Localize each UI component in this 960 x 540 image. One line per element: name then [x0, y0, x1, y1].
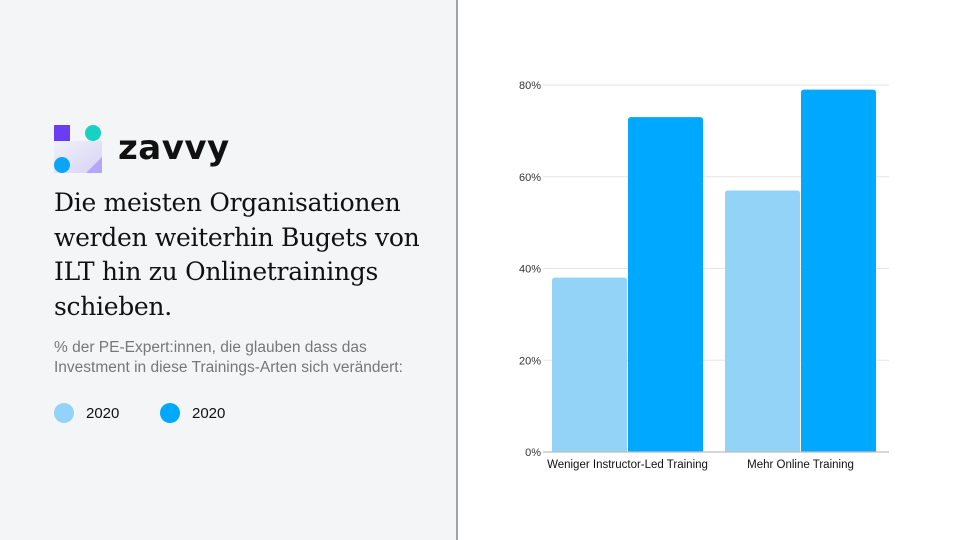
y-tick-label: 0%	[525, 447, 541, 459]
y-tick-label: 40%	[519, 264, 541, 276]
y-tick-label: 60%	[519, 172, 541, 184]
bar	[552, 277, 627, 452]
legend-swatch-icon	[160, 403, 180, 423]
brand-name: zavvy	[118, 128, 230, 168]
bar	[801, 89, 876, 453]
x-category-label: Weniger Instructor-Led Training	[547, 459, 708, 471]
divider	[456, 0, 458, 540]
y-tick-label: 20%	[519, 355, 541, 367]
legend-item: 2020	[160, 403, 225, 423]
bar	[628, 117, 703, 453]
x-category-label: Mehr Online Training	[747, 459, 854, 471]
left-panel	[0, 0, 456, 540]
bar	[725, 190, 800, 452]
legend-swatch-icon	[54, 403, 74, 423]
legend-label: 2020	[192, 404, 226, 422]
y-tick-label: 80%	[519, 80, 541, 92]
zavvy-logo-icon	[54, 125, 102, 173]
subtitle: % der PE-Expert:innen, die glauben dass …	[54, 339, 403, 376]
page-title: Die meisten Organisationen werden weiter…	[54, 188, 420, 321]
legend-item: 2020	[54, 403, 119, 423]
legend-label: 2020	[86, 404, 120, 422]
